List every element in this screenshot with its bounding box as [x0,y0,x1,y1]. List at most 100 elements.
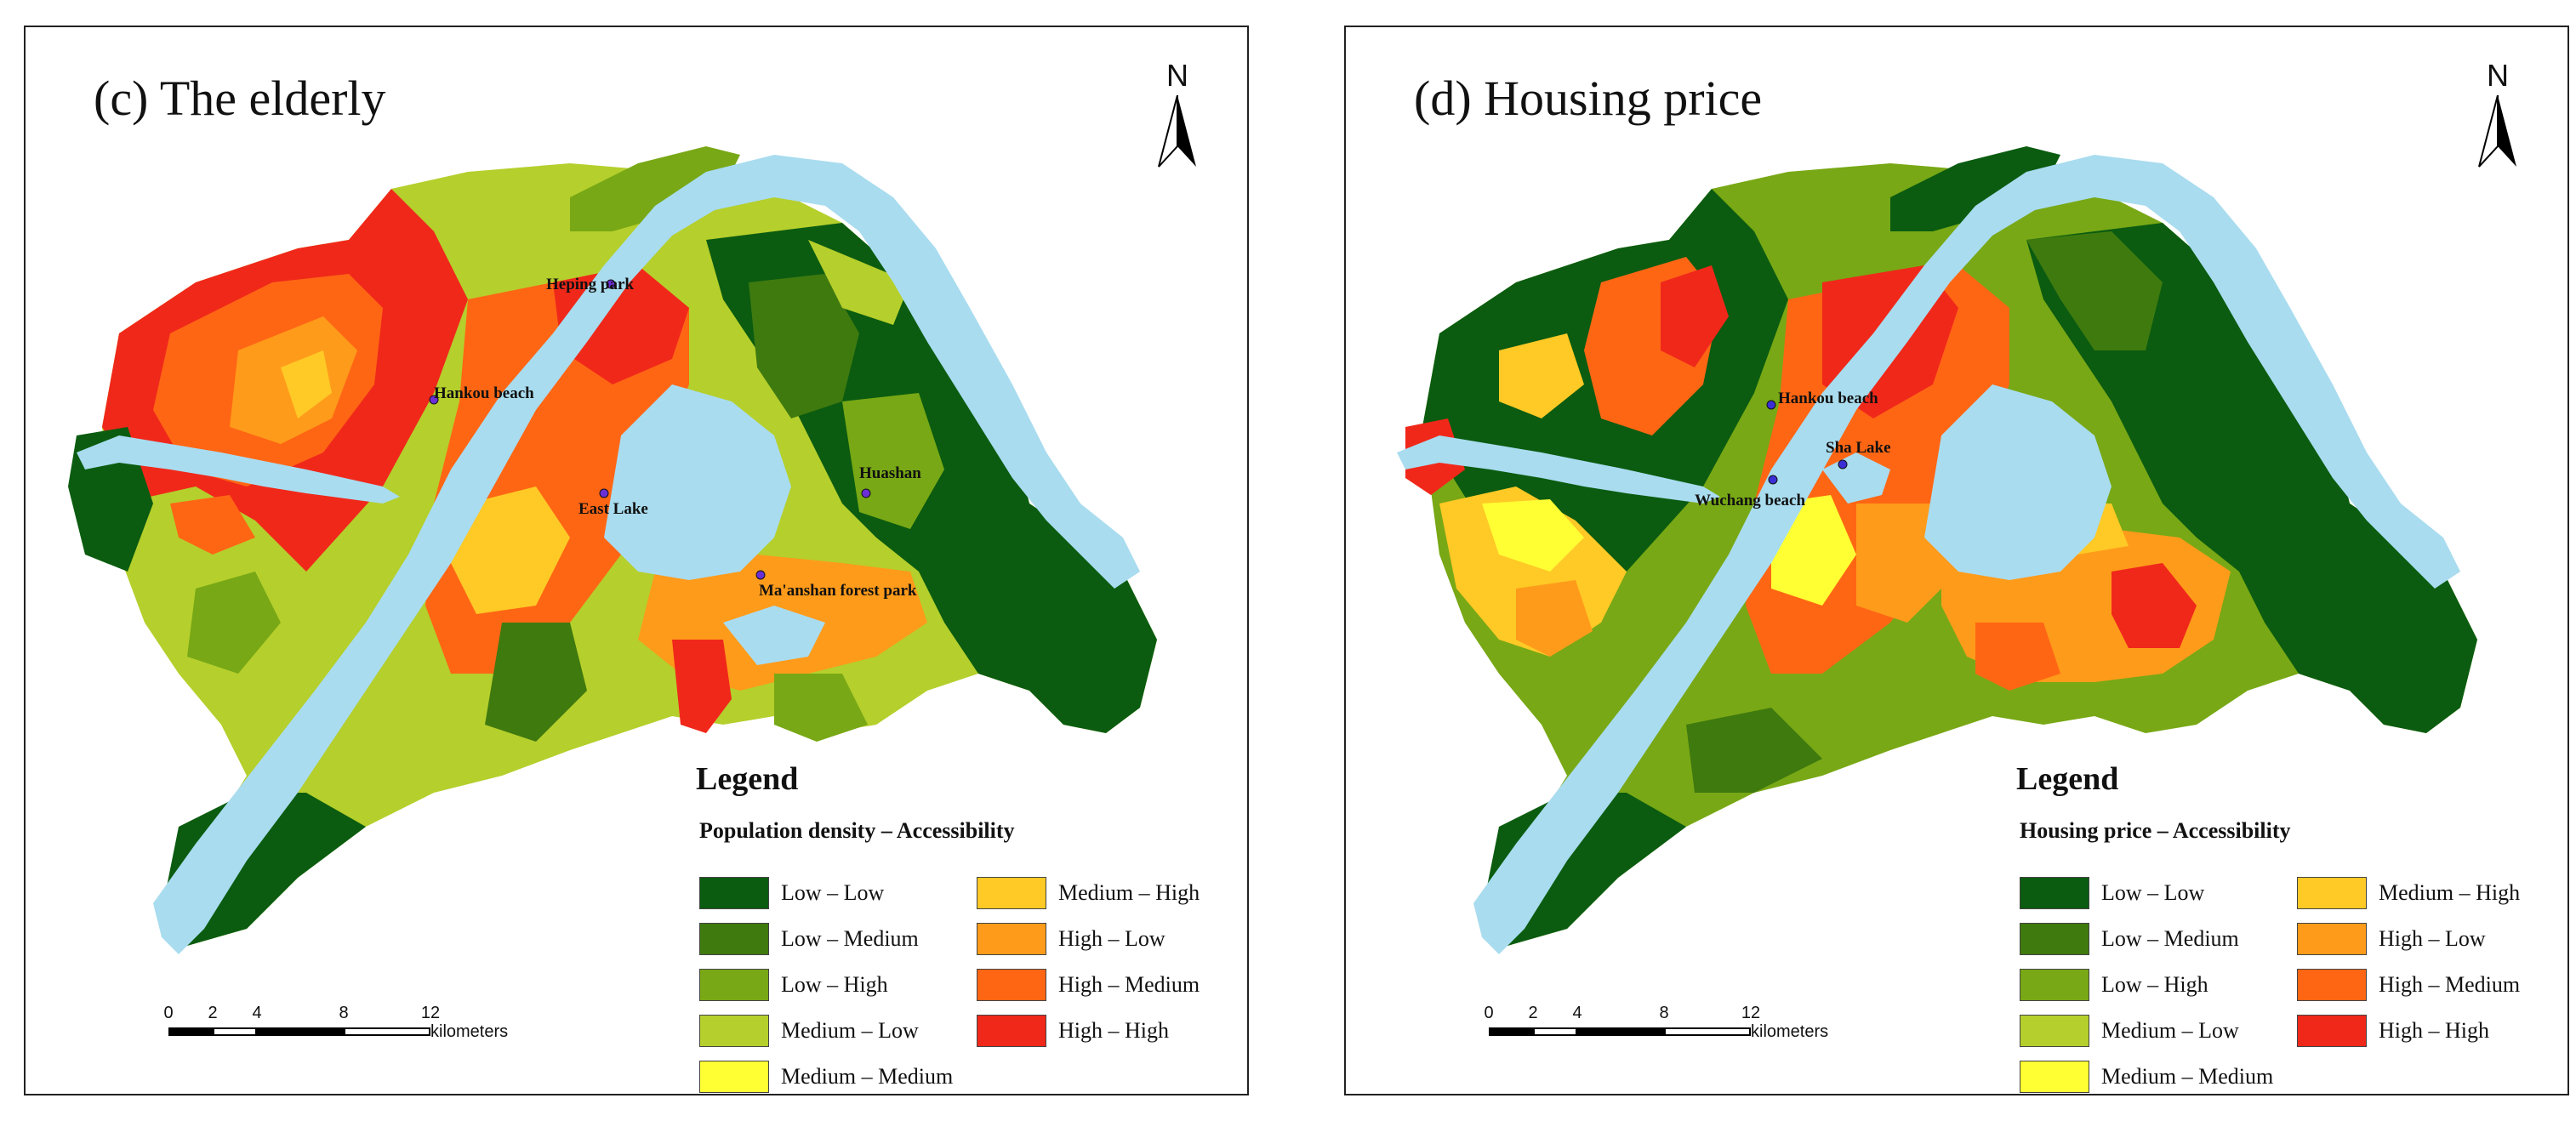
scale-segment [1533,1027,1577,1036]
legend-swatch [977,923,1046,955]
legend-subtitle: Housing price – Accessibility [2020,818,2291,843]
han-river [1397,435,1720,504]
legend-item-low-medium: Low – Medium [2020,922,2239,956]
panel-title: (c) The elderly [94,71,386,126]
region-hankou-yellow [1499,333,1584,418]
scale-segment [168,1027,213,1036]
scale-tick: 2 [208,1004,218,1022]
region-wuchang-low [485,623,587,742]
place-label: East Lake [578,500,648,518]
place-label: Huashan [859,464,921,482]
legend-swatch [2020,923,2089,955]
legend-label: High – High [1058,1018,1169,1043]
place-marker-maanshan-forest-park: Ma'anshan forest park [755,570,917,600]
legend-label: Low – High [781,972,888,997]
east-lake [604,384,791,580]
choropleth-map: Heping park Hankou beach Huashan East La… [68,146,1157,954]
region-hankou-hh [1661,265,1729,367]
legend-label: Low – High [2101,972,2208,997]
legend-label: Medium – Medium [781,1064,954,1089]
legend-label: High – Low [1058,926,1165,951]
legend-item-medium-medium: Medium – Medium [699,1060,953,1094]
place-label: Wuchang beach [1695,492,1805,509]
scale-bar: 0 2 4 8 12 kilometers [1484,1004,1880,1055]
legend-swatch [2020,1015,2089,1047]
scale-unit: kilometers [430,1022,509,1041]
scale-segment [257,1027,344,1036]
place-marker-heping-park: Heping park [546,276,634,293]
legend-item-low-medium: Low – Medium [699,922,919,956]
scale-segment [213,1027,257,1036]
legend-item-medium-high: Medium – High [2297,876,2520,910]
region-south-medium [1975,623,2060,691]
region-east-medium [2026,231,2163,350]
legend-label: High – Medium [1058,972,1200,997]
legend-swatch [699,969,769,1001]
scale-segment [1577,1027,1664,1036]
legend-item-high-medium: High – Medium [2297,968,2520,1002]
scale-tick: 12 [1741,1004,1761,1022]
north-label: N [2487,58,2509,93]
scale-tick: 2 [1528,1004,1538,1022]
scale-tick: 8 [339,1004,349,1022]
legend-item-high-low: High – Low [2297,922,2486,956]
legend-label: Low – Low [781,880,885,905]
legend-swatch [2297,923,2367,955]
legend-item-low-high: Low – High [2020,968,2208,1002]
region-south-mid [1686,708,1822,793]
legend-label: High – Medium [2379,972,2521,997]
scale-tick: 12 [420,1004,441,1022]
legend-item-low-low: Low – Low [699,876,884,910]
place-label: Sha Lake [1826,439,1891,457]
legend-label: Medium – Low [781,1018,919,1043]
legend-swatch [977,877,1046,909]
legend-swatch [977,969,1046,1001]
legend-item-high-medium: High – Medium [977,968,1200,1002]
legend-swatch [699,923,769,955]
legend-item-high-high: High – High [977,1014,1169,1048]
legend-swatch [2297,877,2367,909]
legend-label: High – High [2379,1018,2489,1043]
legend-heading: Legend [696,761,799,797]
legend-swatch [977,1015,1046,1047]
legend-item-medium-high: Medium – High [977,876,1200,910]
scale-tick: 4 [252,1004,262,1022]
place-label: Hankou beach [1778,390,1878,407]
place-marker-huashan: Huashan [859,464,921,498]
scale-bar: 0 2 4 8 12 kilometers [163,1004,560,1055]
legend-swatch [2297,1015,2367,1047]
han-river [77,435,400,504]
scale-unit: kilometers [1751,1022,1829,1041]
north-arrow: N [2472,58,2523,168]
legend: Legend Population density – Accessibilit… [696,760,1240,1093]
legend-item-high-high: High – High [2297,1014,2489,1048]
legend-swatch [2020,877,2089,909]
lake-south [723,606,825,665]
legend-label: Medium – Medium [2101,1064,2274,1089]
legend-swatch [699,1061,769,1093]
legend-label: Low – Medium [2101,926,2239,951]
legend-swatch [2297,969,2367,1001]
region-hankou-yellow [281,350,332,418]
legend-item-high-low: High – Low [977,922,1165,956]
north-arrow: N [1152,58,1203,168]
legend-item-medium-low: Medium – Low [2020,1014,2239,1048]
legend-swatch [2020,969,2089,1001]
north-label: N [1166,58,1188,93]
legend-swatch [699,877,769,909]
place-label: Ma'anshan forest park [759,582,917,600]
legend-swatch [699,1015,769,1047]
place-marker-east-lake: East Lake [578,488,648,518]
legend: Legend Housing price – Accessibility Low… [2016,760,2561,1093]
region-hanyang-red [170,495,255,555]
region-north-island [570,146,740,231]
place-label: Heping park [546,276,634,293]
legend-item-medium-low: Medium – Low [699,1014,919,1048]
map-panel-elderly: (c) The elderly N [24,26,1249,1095]
scale-tick: 4 [1572,1004,1582,1022]
scale-tick: 8 [1659,1004,1669,1022]
scale-tick: 0 [163,1004,174,1022]
region-south-green [774,674,868,742]
place-marker-wuchang-beach: Wuchang beach [1695,475,1805,509]
region-south-red [672,640,732,733]
